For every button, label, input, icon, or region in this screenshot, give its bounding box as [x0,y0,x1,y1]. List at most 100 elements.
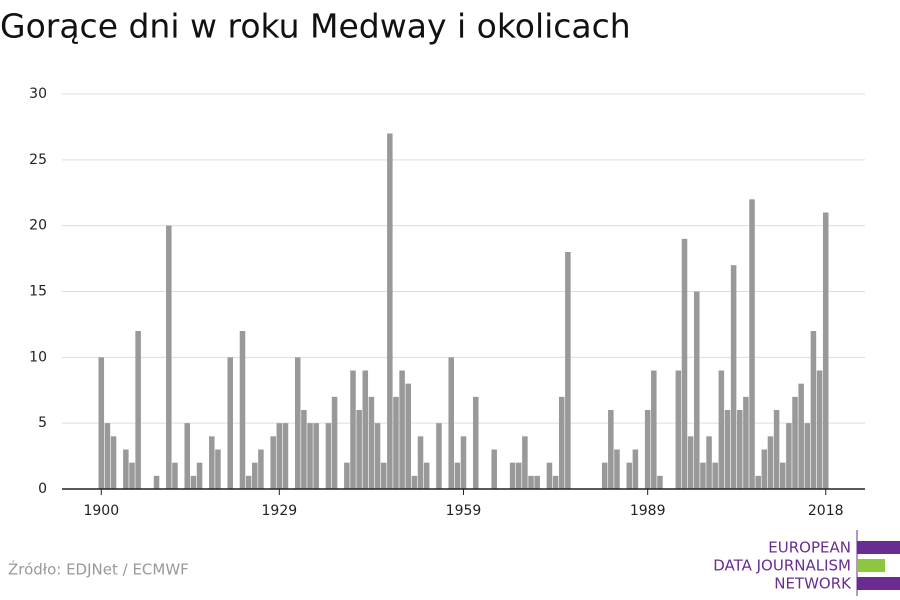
chart-title: Gorące dni w roku Medway i okolicach [0,7,631,46]
bar [215,449,221,489]
bar [724,410,731,489]
logo-bar [857,541,900,554]
bar [779,462,786,489]
logo-bar [857,559,885,572]
bar [252,462,258,489]
bar [608,410,614,489]
bar [730,265,737,489]
bar [307,423,313,489]
bar [129,462,135,489]
bar [522,436,528,489]
bar [436,423,442,489]
y-tick-label: 30 [29,86,47,102]
logo-text: DATA JOURNALISM [713,557,851,575]
y-tick-label: 5 [38,415,47,431]
bar [417,436,424,489]
logo-bar [857,577,900,590]
logo-text: NETWORK [774,575,852,593]
bar [190,475,197,489]
bar [700,462,706,489]
bar [546,462,553,489]
bar [209,436,215,489]
x-tick-label: 1989 [630,503,666,519]
x-tick-label: 2018 [808,503,844,519]
bar [196,462,203,489]
bar [687,436,694,489]
bar [448,357,454,489]
bar [282,423,289,489]
x-tick-label: 1929 [262,503,298,519]
bar [804,423,811,489]
bar [565,252,571,489]
bar [552,475,559,489]
bar [350,370,356,489]
bar [123,449,129,489]
bar [534,475,540,489]
source: Źródło: EDJNet / ECMWF [8,560,189,579]
bar [344,462,350,489]
bar [743,396,749,489]
bar [528,475,534,489]
bar [104,423,111,489]
x-tick-label: 1900 [83,503,119,519]
x-tick-label: 1959 [446,503,482,519]
y-tick-label: 10 [29,349,47,365]
bar [491,449,497,489]
bar [405,383,412,489]
bar [798,383,804,489]
bar [172,462,178,489]
bar [718,370,725,489]
bar [362,370,369,489]
bar [166,225,172,489]
bar [736,410,743,489]
bar [374,423,381,489]
bar [509,462,516,489]
y-tick-label: 20 [29,218,47,234]
bar [399,370,405,489]
bar [313,423,319,489]
bar [356,410,362,489]
logo-text: EUROPEAN [768,539,851,557]
bar [184,423,191,489]
bar [245,475,252,489]
bar [767,436,774,489]
bar [816,370,823,489]
bar [773,410,780,489]
bar [761,449,768,489]
bar [393,396,399,489]
bar [454,462,461,489]
bar [460,436,467,489]
bar [258,449,264,489]
bar [614,449,620,489]
bar [380,462,387,489]
y-tick-label: 25 [29,152,47,168]
bar [387,133,393,489]
bar [135,331,141,489]
bar [626,462,633,489]
bar [301,410,307,489]
bar [601,462,608,489]
bar [822,212,829,489]
bar [681,238,688,489]
bar [423,462,430,489]
bar [411,475,418,489]
bar [810,331,817,489]
bar [786,423,792,489]
bar [675,370,682,489]
bar [792,396,798,489]
bar [325,423,332,489]
bar [473,396,479,489]
bar [153,475,160,489]
bar [749,199,755,490]
bar [644,410,651,489]
bar [239,331,246,489]
bar [515,462,522,489]
bar [558,396,565,489]
bar [651,370,657,489]
bar [294,357,301,489]
bar [276,423,283,489]
bar [227,357,233,489]
bar [632,449,639,489]
y-tick-label: 0 [38,481,47,497]
bar [657,475,663,489]
